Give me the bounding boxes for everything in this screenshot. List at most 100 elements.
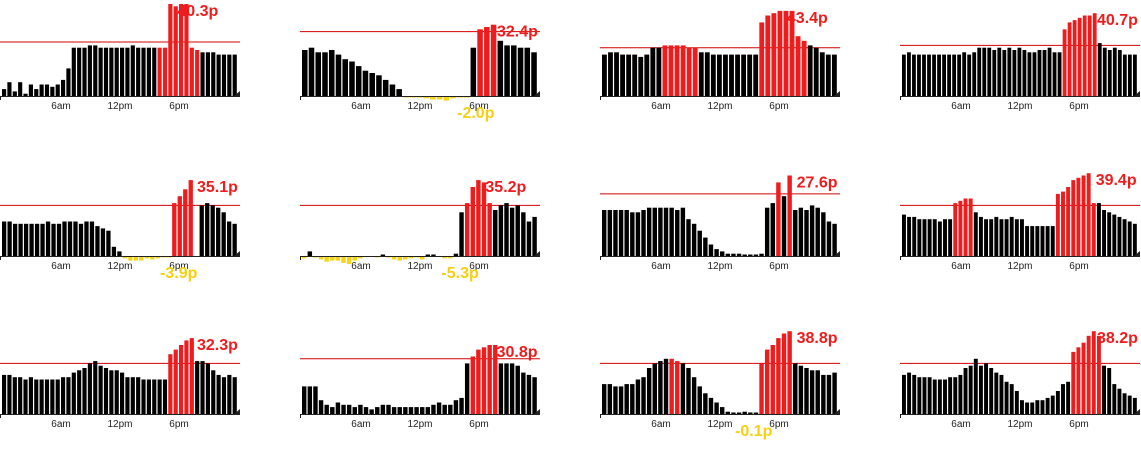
bar	[1022, 50, 1027, 96]
chart-panel-9: 6am 12pm 6pm 32.3p	[0, 337, 240, 430]
bar	[173, 6, 178, 96]
bar	[136, 377, 141, 414]
max-value-label: 38.8p	[797, 330, 838, 347]
min-value-label: -3.9p	[160, 265, 198, 282]
max-value-label: 35.1p	[197, 179, 238, 196]
bar	[1002, 50, 1007, 96]
bar	[943, 379, 947, 414]
max-value-label: 35.2p	[485, 179, 526, 196]
bar	[1030, 402, 1035, 414]
bar	[318, 400, 324, 414]
corner-marker-icon	[834, 91, 840, 96]
bar	[476, 180, 481, 256]
bar	[464, 203, 470, 256]
bar	[526, 374, 532, 414]
bar	[227, 221, 232, 256]
bar	[669, 207, 674, 256]
bar	[708, 244, 714, 256]
bar	[328, 50, 335, 96]
x-tick-label: 6am	[951, 101, 970, 112]
bar	[725, 253, 731, 256]
bar	[362, 70, 369, 96]
bar	[476, 349, 481, 414]
bar	[602, 210, 607, 256]
bar	[999, 219, 1004, 256]
bar	[1052, 52, 1057, 96]
corner-marker-icon	[534, 91, 540, 96]
bar	[1107, 368, 1112, 414]
bar	[425, 254, 431, 256]
bar	[638, 56, 644, 96]
bar	[1117, 216, 1122, 256]
bar	[1076, 347, 1081, 414]
bar	[958, 374, 963, 414]
bar	[656, 47, 662, 96]
bar	[948, 377, 953, 414]
bar	[953, 377, 958, 414]
bar	[770, 203, 775, 256]
bar	[989, 219, 994, 256]
bar	[815, 370, 820, 414]
bar	[1122, 54, 1127, 96]
bar	[423, 96, 429, 99]
bar	[66, 68, 71, 96]
bar	[111, 246, 117, 256]
min-value-label: -5.3p	[441, 265, 479, 282]
corner-marker-icon	[834, 409, 840, 414]
bar	[77, 370, 82, 414]
x-tick-label: 6pm	[469, 101, 488, 112]
bar	[1076, 177, 1081, 256]
bar	[141, 379, 146, 414]
bar	[1004, 219, 1009, 256]
chart-panel-8: 6am 12pm 6pm 39.4p	[900, 172, 1140, 272]
bar	[1007, 47, 1012, 96]
bar	[798, 207, 804, 256]
bar	[932, 219, 937, 256]
bar	[470, 187, 475, 256]
bar	[809, 370, 815, 414]
bar	[937, 379, 942, 414]
corner-marker-icon	[834, 251, 840, 256]
bar	[729, 54, 734, 96]
bar	[380, 254, 386, 256]
bar	[232, 223, 237, 256]
bar	[978, 216, 983, 256]
bar	[963, 368, 968, 414]
bar	[1025, 226, 1030, 256]
bar	[414, 407, 419, 414]
bar	[128, 256, 133, 261]
x-tick-label: 6pm	[769, 419, 788, 430]
bar	[809, 205, 815, 256]
bar	[109, 370, 114, 414]
bar	[703, 237, 708, 256]
bar	[133, 256, 139, 261]
bar	[1086, 173, 1091, 256]
bar	[668, 45, 674, 96]
bar	[748, 254, 753, 256]
bar	[18, 377, 23, 414]
bar	[783, 10, 789, 96]
bar	[531, 52, 537, 96]
bar	[397, 407, 402, 414]
bar	[318, 256, 324, 260]
bar	[813, 47, 819, 96]
bar	[992, 50, 997, 96]
bar	[624, 384, 629, 414]
bar	[1107, 50, 1112, 96]
bar	[937, 221, 942, 256]
bar	[358, 256, 363, 259]
bar	[504, 203, 509, 256]
bar	[179, 4, 184, 96]
bar	[793, 210, 798, 256]
bar	[669, 358, 674, 414]
x-tick-label: 6am	[351, 419, 370, 430]
bar	[1004, 381, 1009, 414]
x-tick-label: 6am	[651, 419, 670, 430]
bar	[453, 253, 459, 256]
bar	[515, 205, 520, 256]
bar	[179, 345, 184, 414]
bar	[18, 82, 23, 96]
bar	[342, 59, 348, 96]
bar	[50, 379, 55, 414]
bar	[77, 47, 82, 96]
